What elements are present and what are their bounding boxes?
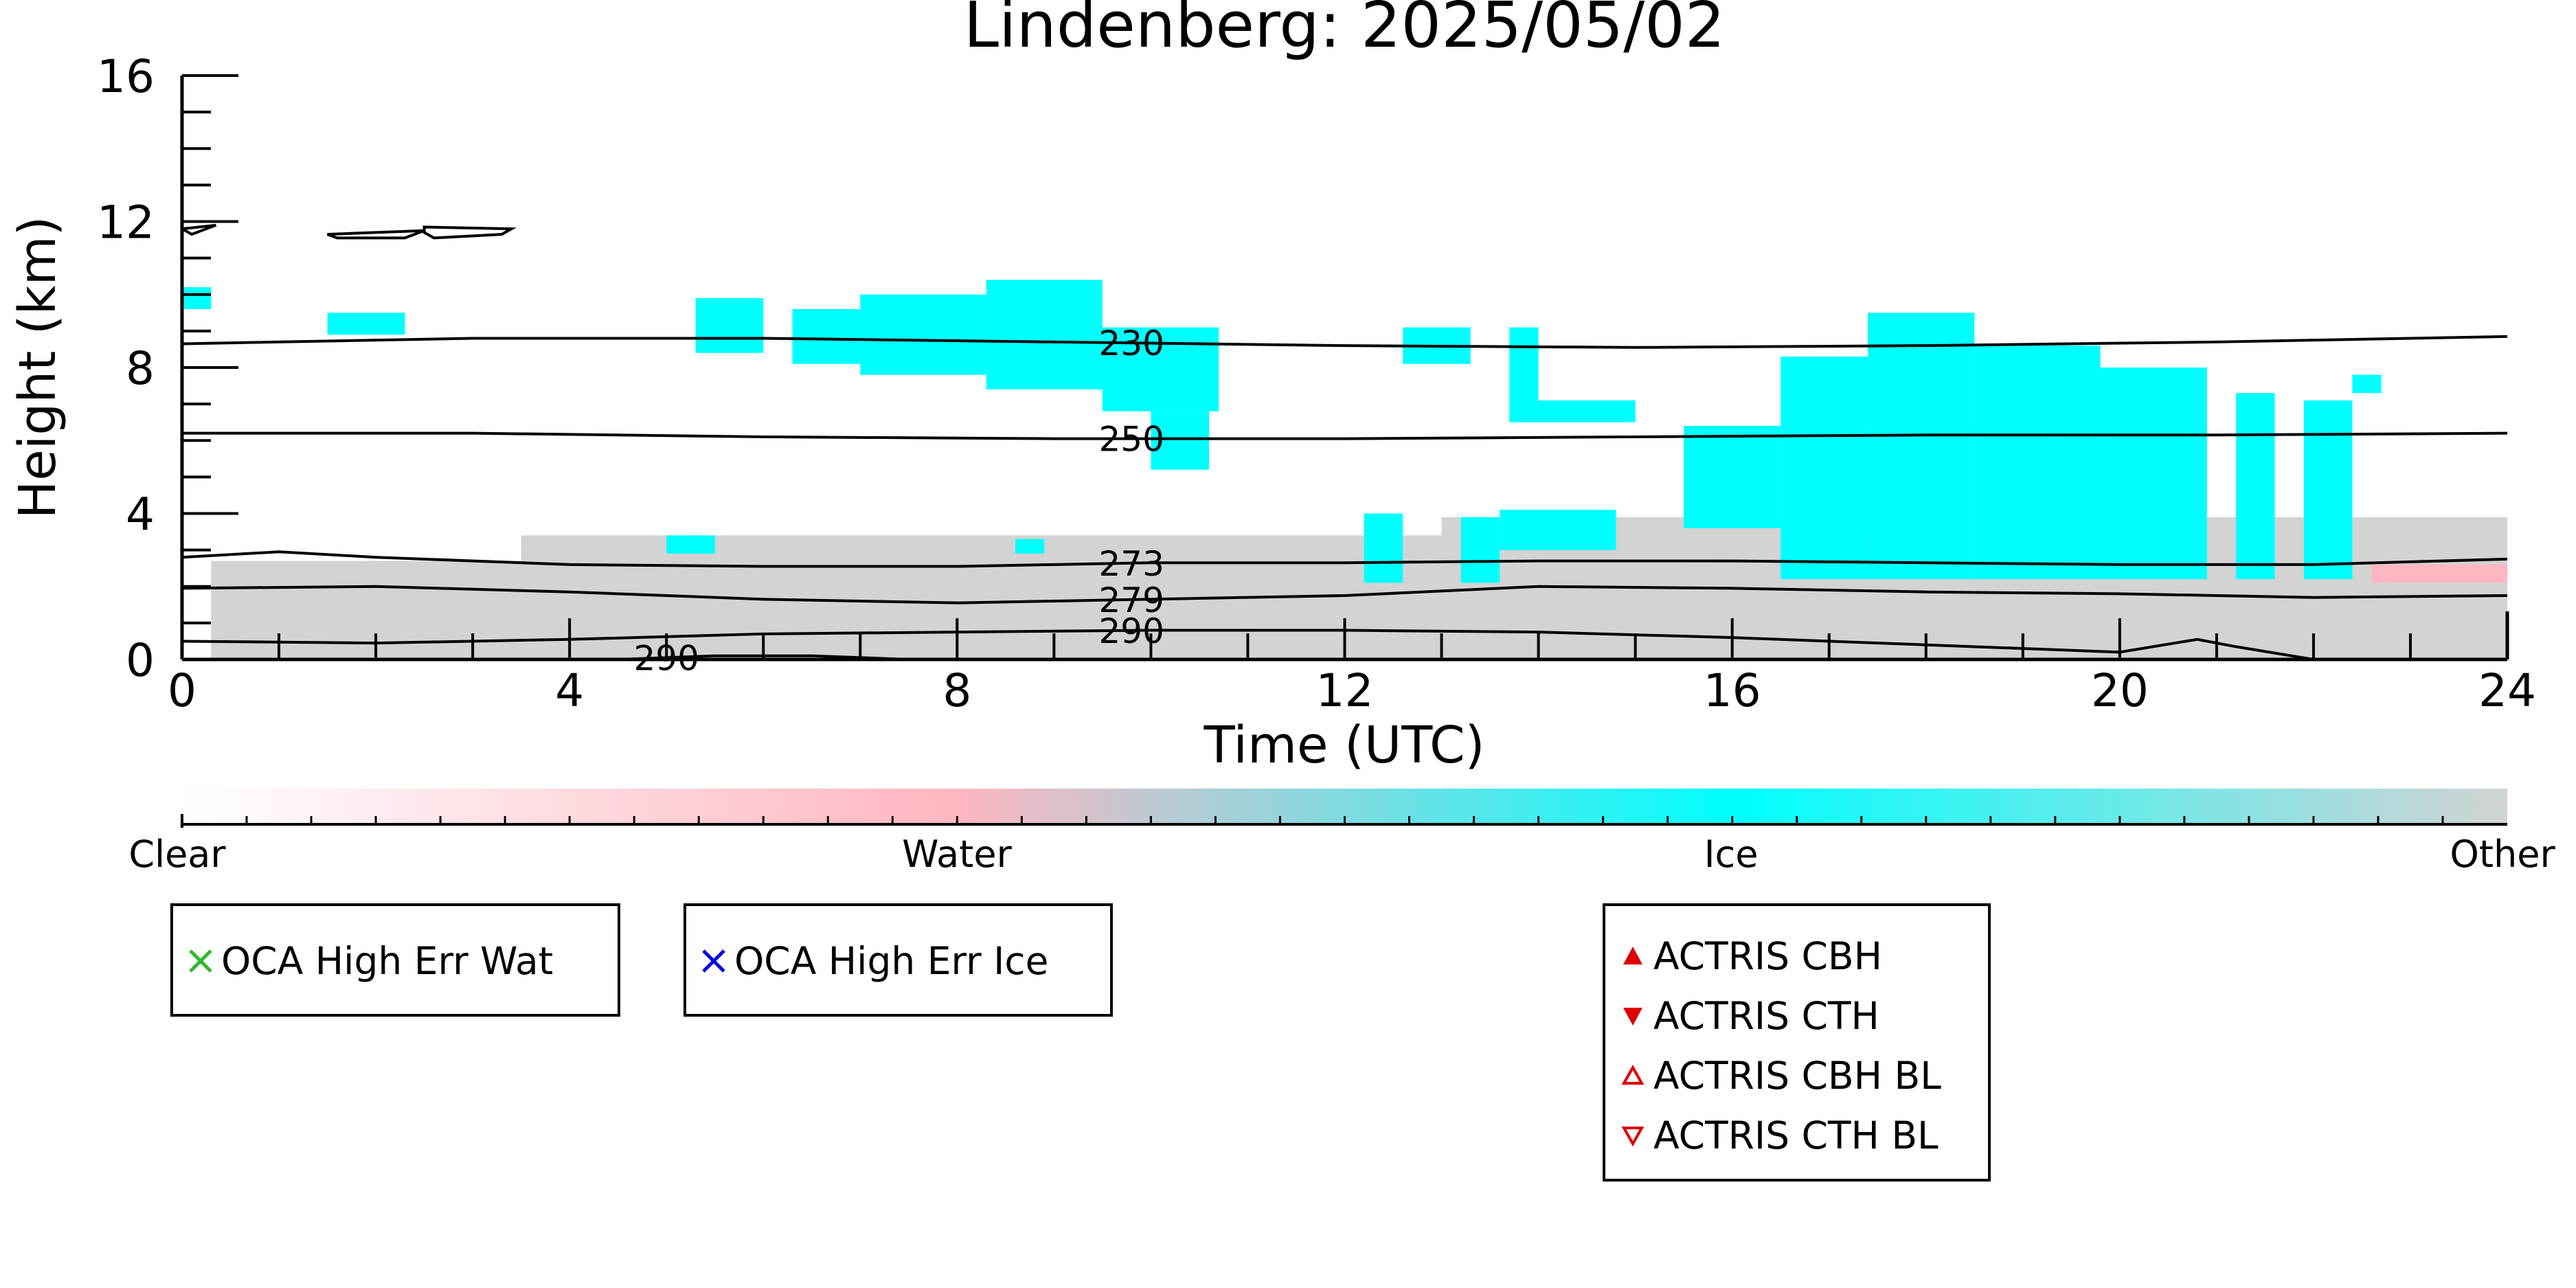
contour-line-250-1 [182,431,2507,440]
colorbar-label-other: Other [2450,833,2555,876]
y-tick-label-0: 0 [126,634,155,687]
region-ice-20 [1781,357,1868,580]
region-ice-18 [1500,510,1616,550]
legend-label-actris-cbh-bl: ACTRIS CBH BL [1653,1054,1941,1098]
region-ice-24 [2100,368,2207,580]
contour-labels-layer: 230250273279290290 [633,324,1164,678]
colorbar-label-ice: Ice [1704,833,1759,876]
legend-oca-ice: OCA High Err Ice [683,903,1113,1017]
chart-title: Lindenberg: 2025/05/02 [964,0,1726,62]
region-ice-12 [1151,411,1210,470]
plot-area [182,223,2507,659]
x-mark-icon [693,947,734,975]
region-ice-22 [1974,346,2053,580]
cloud-regions-layer [182,280,2507,659]
x-tick-label-24: 24 [2478,664,2536,717]
legend-oca-water: OCA High Err Wat [170,903,620,1017]
x-tick-label-12: 12 [1316,664,1374,717]
x-tick-label-0: 0 [168,664,196,717]
region-ice-27 [2352,374,2382,394]
legend-actris: ACTRIS CBH ACTRIS CTH ACTRIS CBH BL ACTR… [1603,903,1991,1182]
x-axis-label: Time (UTC) [1203,716,1484,775]
region-ice-29 [1015,539,1045,554]
contour-label-230-0: 230 [1098,324,1164,363]
region-ice-23 [2052,346,2101,580]
contour-line-279-3 [182,585,2507,605]
contour-line-290-4 [182,629,2314,659]
region-ice-21 [1868,313,1975,580]
triangle-up-filled-icon [1612,944,1653,969]
legend-label-oca-ice: OCA High Err Ice [734,939,1049,983]
triangle-up-open-icon [1612,1063,1653,1088]
outline-polygon-1 [422,225,517,240]
region-water-4 [2371,564,2507,583]
x-tick-label-16: 16 [1704,664,1761,717]
contour-label-250-1: 250 [1098,420,1164,460]
region-ice-16 [1364,513,1403,583]
triangle-down-filled-icon [1612,1004,1653,1028]
contour-label-273-2: 273 [1098,544,1164,584]
contour-line-273-2 [182,550,2507,568]
y-tick-label-8: 8 [126,342,155,395]
y-axis-label: Height (km) [8,216,67,519]
x-tick-label-8: 8 [942,664,971,717]
legend-label-actris-cth-bl: ACTRIS CTH BL [1653,1114,1939,1157]
region-ice-11 [1102,327,1219,411]
contour-line-230-0 [182,335,2507,349]
legend-label-actris-cth: ACTRIS CTH [1653,994,1879,1038]
region-ice-28 [666,535,715,554]
colorbar: Clear Water Ice Other [128,789,2555,876]
region-ice-26 [2303,400,2353,580]
contour-label-279-3: 279 [1098,580,1164,620]
outline-polygon-2 [182,223,217,236]
legend-label-oca-water: OCA High Err Wat [221,939,554,983]
region-ice-25 [2236,393,2275,580]
region-ice-9 [860,294,986,375]
region-ice-7 [695,298,764,353]
triangle-down-open-icon [1612,1123,1653,1148]
region-ice-19 [1684,426,1781,528]
legend-label-actris-cbh: ACTRIS CBH [1653,934,1882,978]
contour-lines-layer [182,335,2507,659]
y-tick-label-4: 4 [126,488,155,541]
outline-polygon-0 [326,229,425,240]
region-ice-10 [986,280,1103,389]
outline-layer [182,223,517,240]
colorbar-label-water: Water [902,833,1012,876]
x-tick-label-20: 20 [2091,664,2149,717]
region-ice-14 [1509,327,1539,422]
contour-label-290-4: 290 [1098,611,1164,651]
region-ice-5 [182,287,212,309]
y-tick-label-16: 16 [97,50,155,103]
region-ice-15 [1538,400,1636,422]
x-tick-label-4: 4 [555,664,584,717]
y-tick-label-12: 12 [97,196,155,249]
region-ice-17 [1460,517,1500,583]
axes: 0 4 8 12 16 20 24 0 4 8 12 16 [97,50,2536,717]
region-ice-6 [327,313,405,335]
colorbar-label-clear: Clear [128,833,226,876]
x-mark-icon [180,947,221,975]
